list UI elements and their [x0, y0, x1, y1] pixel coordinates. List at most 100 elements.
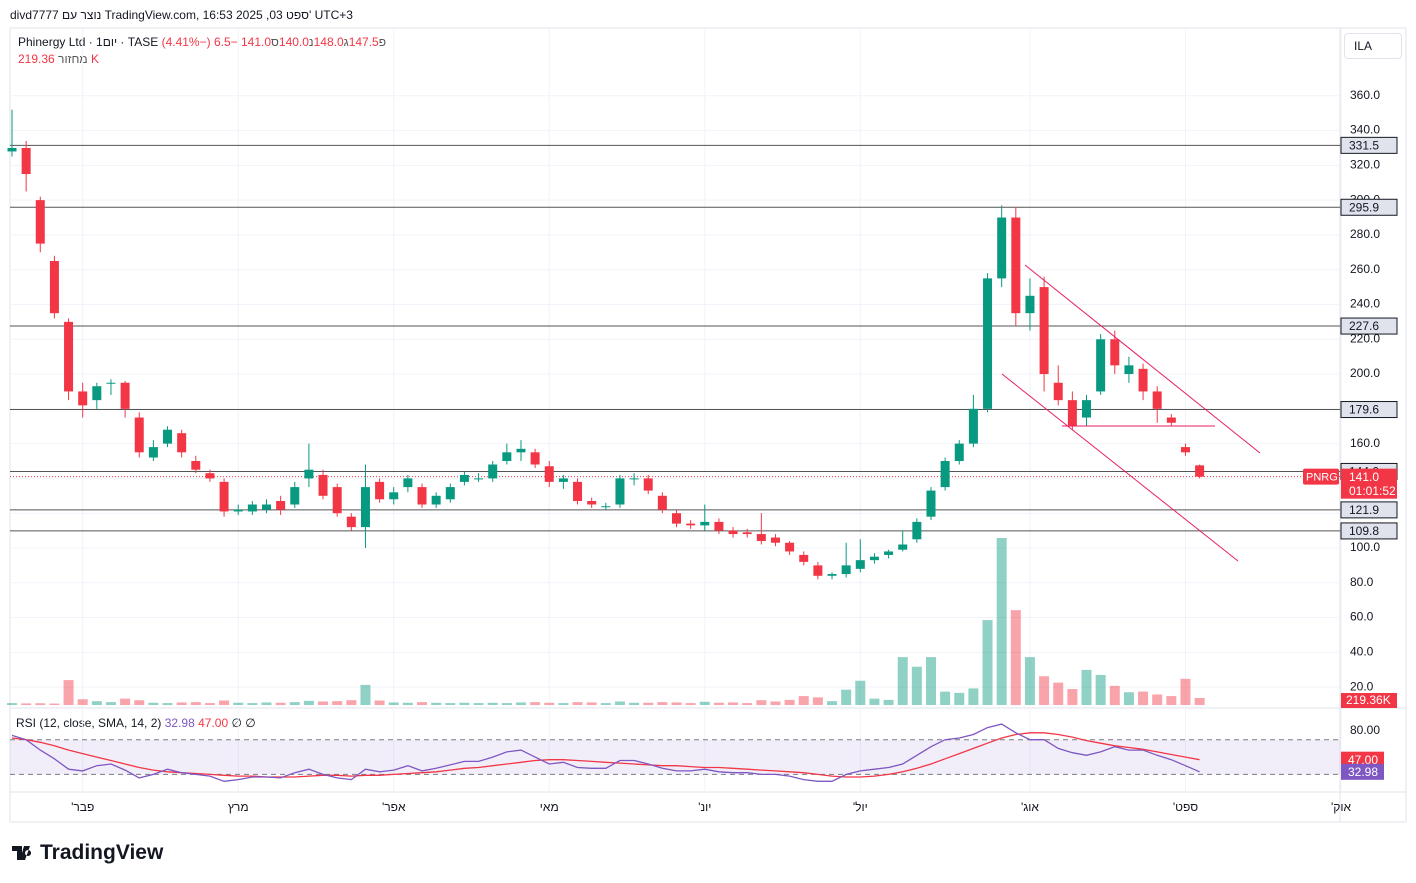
volume-bar	[388, 702, 399, 705]
candle-body	[601, 506, 611, 508]
volume-bar	[671, 702, 682, 705]
rsi-label-box	[1341, 751, 1384, 768]
volume-bar	[770, 701, 781, 705]
x-tick-label: אוק'	[1331, 800, 1351, 814]
rsi-label-box	[1341, 763, 1384, 780]
volume-bar	[515, 702, 526, 705]
candle-body	[1152, 391, 1162, 409]
volume-bar	[289, 702, 300, 705]
candle-body	[375, 481, 385, 500]
volume-bar	[49, 703, 60, 705]
volume-bar	[233, 702, 244, 705]
ohlc: פ147.5ג148.0נ140.0ס141.0	[241, 35, 386, 49]
volume-bar	[105, 702, 116, 705]
candle-body	[247, 504, 257, 512]
candle-body	[1067, 400, 1077, 427]
candle-body	[742, 532, 752, 535]
candle-body	[261, 504, 271, 510]
candle-body	[530, 452, 540, 465]
level-label: 295.9	[1349, 200, 1379, 214]
volume-bar	[374, 700, 385, 705]
rsi-line	[11, 723, 1200, 782]
volume-bar	[63, 680, 74, 705]
candle-body	[191, 461, 201, 470]
volume-bar	[360, 684, 371, 705]
candle-body	[855, 560, 865, 569]
volume-bar	[657, 702, 668, 705]
volume-bar	[544, 702, 555, 705]
volume-bar	[699, 701, 710, 705]
volume-bar	[812, 697, 823, 705]
volume-bar	[996, 538, 1007, 705]
candle-body	[728, 530, 738, 535]
volume-bar	[600, 703, 611, 705]
volume-label-box	[1341, 693, 1397, 708]
volume-bar	[841, 689, 852, 705]
candle-body	[954, 443, 964, 462]
candle-body	[92, 386, 102, 401]
candle-body	[756, 534, 766, 542]
volume-legend: מחזור 219.36 K	[18, 52, 99, 66]
candle-body	[672, 513, 681, 524]
volume-bar	[742, 703, 753, 705]
candle-body	[926, 490, 936, 517]
level-label-box	[1340, 401, 1398, 419]
candle-body	[884, 551, 894, 555]
candle-body	[700, 521, 710, 526]
volume-bar	[346, 700, 357, 705]
frame	[9, 27, 1407, 823]
price-box	[1341, 468, 1397, 499]
logo: TradingView	[40, 841, 164, 864]
candle-body	[643, 478, 653, 491]
volume-bar	[134, 700, 145, 705]
candle-body	[346, 516, 356, 528]
candle-body	[785, 542, 795, 552]
candle-body	[615, 478, 625, 505]
change: −6.5 (−4.41%)	[161, 35, 238, 49]
volume-bar	[643, 702, 654, 705]
volume-bar	[473, 703, 484, 705]
volume-bar	[1180, 678, 1191, 705]
candle-body	[488, 464, 498, 479]
volume-bar	[1152, 694, 1163, 705]
candle-body	[332, 487, 342, 514]
volume-bar	[35, 703, 46, 705]
candle-body	[134, 417, 144, 453]
candle-body	[49, 261, 59, 314]
currency-button[interactable]: ILA	[1344, 33, 1402, 59]
y-tick-label: 80.0	[1350, 575, 1374, 589]
volume-bar	[219, 700, 230, 705]
candle-body	[1025, 295, 1035, 314]
candle-body	[163, 429, 173, 444]
volume-bar	[148, 702, 159, 705]
trend-line	[1001, 373, 1239, 562]
volume-bar	[1166, 696, 1177, 705]
candle-body	[78, 391, 88, 406]
candle-body	[587, 501, 597, 505]
volume-bar	[685, 703, 696, 705]
volume-label: 219.36K	[1346, 693, 1391, 707]
candle-body	[997, 217, 1007, 279]
candle-body	[1011, 217, 1021, 314]
candle-body	[1138, 368, 1148, 392]
candle-body	[869, 556, 879, 561]
volume-bar	[614, 701, 625, 705]
candle-body	[177, 433, 187, 453]
volume-bar	[318, 701, 329, 705]
candle-body	[1096, 339, 1106, 392]
candle-body	[629, 478, 639, 480]
candle-body	[799, 554, 809, 562]
y-tick-label: 200.0	[1350, 366, 1380, 380]
rsi-sma-value: 47.00	[198, 716, 229, 730]
candle-body	[714, 521, 724, 531]
x-tick-label: פבר'	[71, 800, 94, 814]
x-tick-label: מאי	[540, 800, 559, 814]
level-label: 227.6	[1349, 319, 1379, 333]
candle-body	[544, 466, 554, 482]
header: divd7777 נוצר עם TradingView.com, 16:53 …	[10, 8, 353, 22]
candle-body	[813, 565, 823, 576]
y-tick-label: 220.0	[1350, 331, 1380, 345]
volume-bar	[162, 703, 173, 705]
